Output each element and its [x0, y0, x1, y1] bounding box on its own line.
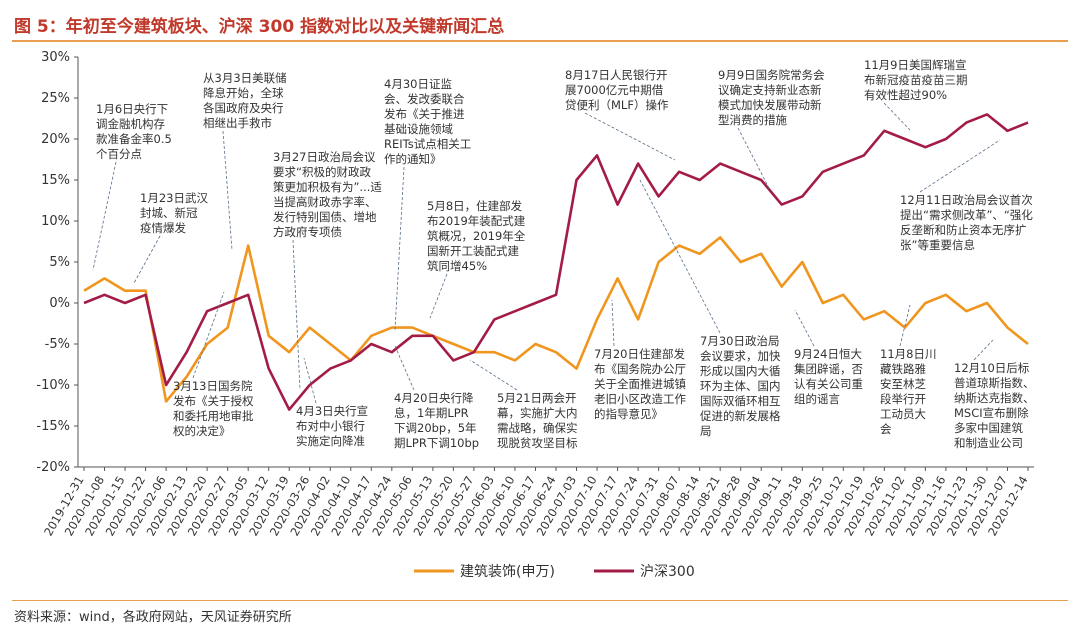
y-tick-label: 15%: [41, 173, 70, 188]
annotation-text: 12月10日后标普道琼斯指数、纳斯达克指数、 MSCI宣布删除多家中国建筑和制造业…: [954, 361, 1035, 450]
annotation-text: 7月30日政治局会议要求，加快形成以国内大循环为主体、国内国际双循环相互促进的新…: [700, 334, 781, 438]
annotation-leader: [794, 309, 815, 347]
annotation-text: 1月23日武汉封城、新冠疫情爆发: [140, 191, 208, 235]
chart-svg: 30%25%20%15%10%5%0%-5%-10%-15%-20%2019-1…: [36, 50, 1035, 580]
footer-divider: [12, 600, 1068, 601]
annotation-leader: [899, 304, 911, 347]
series-line: [83, 236, 1029, 403]
annotation-text: 5月21日两会开幕，实施扩大内需战略，确保实现脱贫攻坚目标: [497, 391, 578, 450]
chart-title: 图 5：年初至今建筑板块、沪深 300 指数对比以及关键新闻汇总: [14, 17, 505, 37]
annotations: 1月6日央行下调金融机构存款准备金率0.5 个百分点 1月23日武汉封城、新冠疫情爆…: [92, 58, 1035, 450]
annotation-leader: [394, 345, 415, 391]
annotation-text: 7月20日住建部发布《国务院办公厅关于全面推进城镇老旧小区改造工作的指导意见》: [594, 347, 686, 421]
annotation-leader: [883, 102, 911, 131]
annotation-leader: [469, 359, 518, 391]
annotation-text: 4月30日证监会、发改委联合发布《关于推进基础设施领域 REITs试点相关工作的通…: [384, 77, 471, 166]
annotation-leader: [292, 239, 301, 391]
annotation-leader: [919, 139, 1001, 193]
annotation-text: 9月24日恒大集团辟谣，否认有关公司重组的谣言: [794, 347, 863, 406]
y-tick-label: -20%: [36, 460, 70, 475]
annotation-text: 4月20日央行降息，1年期LPR 下调20bp，5年期LPR下调10bp: [394, 391, 479, 450]
y-tick-label: 20%: [41, 132, 70, 147]
annotation-text: 4月3日央行宣布对中小银行实施定向降准: [296, 404, 368, 448]
y-tick-label: 30%: [41, 50, 70, 65]
y-tick-label: -10%: [36, 378, 70, 393]
annotation-text: 1月6日央行下调金融机构存款准备金率0.5 个百分点: [96, 102, 172, 161]
annotation-leader: [303, 357, 317, 404]
annotation-text: 9月9日国务院常务会议确定支持新业态新模式加快发展带动新型消费的措施: [718, 68, 825, 127]
annotation-leader: [92, 161, 117, 271]
axes: 30%25%20%15%10%5%0%-5%-10%-15%-20%2019-1…: [36, 50, 1034, 538]
title-divider: [12, 40, 1068, 42]
annotation-text: 3月13日国务院发布《关于授权和委托用地审批权的决定》: [173, 379, 254, 438]
annotation-text: 8月17日人民银行开展7000亿元中期借贷便利（MLF）操作: [565, 68, 669, 112]
y-tick-label: 10%: [41, 214, 70, 229]
series-lines: [83, 113, 1029, 411]
annotation-leader: [394, 166, 405, 331]
series-line: [83, 113, 1029, 411]
annotation-text: 5月8日，住建部发布2019年装配式建筑概况，2019年全国新开工装配式建筑同增…: [427, 199, 526, 273]
annotation-leader: [222, 130, 233, 251]
annotation-leader: [429, 273, 448, 319]
legend-label: 建筑装饰(申万): [460, 564, 555, 580]
y-tick-label: -15%: [36, 419, 70, 434]
annotation-text: 3月27日政治局会议要求“积极的财政政策更加积极有为”...适当提高财政赤字率、…: [273, 150, 382, 239]
legend-label: 沪深300: [640, 564, 695, 580]
annotation-leader: [737, 127, 771, 191]
y-tick-label: 25%: [41, 91, 70, 106]
annotation-leader: [192, 291, 225, 379]
y-tick-label: 0%: [49, 296, 70, 311]
legend: 建筑装饰(申万) 沪深300: [414, 564, 695, 580]
annotation-text: 从3月3日美联储降息开始，全球各国政府及央行相继出手救市: [203, 71, 287, 130]
annotation-leader: [973, 339, 994, 361]
annotation-leader: [584, 112, 676, 161]
annotation-text: 12月11日政治局会议首次提出“需求侧改革”、“强化反垄断和防止资本无序扩张”等…: [900, 193, 1033, 252]
y-tick-label: 5%: [49, 255, 70, 270]
annotation-text: 11月9日美国辉瑞宣布新冠疫苗疫苗三期有效性超过90%: [864, 58, 968, 102]
annotation-text: 11月8日川藏铁路雅安至林芝段举行开工动员大会: [880, 347, 936, 436]
annotation-leader: [611, 299, 615, 347]
source-note: 资料来源：wind，各政府网站，天风证券研究所: [14, 610, 292, 625]
annotation-leader: [639, 179, 721, 334]
y-tick-label: -5%: [45, 337, 70, 352]
annotation-leader: [133, 235, 161, 284]
